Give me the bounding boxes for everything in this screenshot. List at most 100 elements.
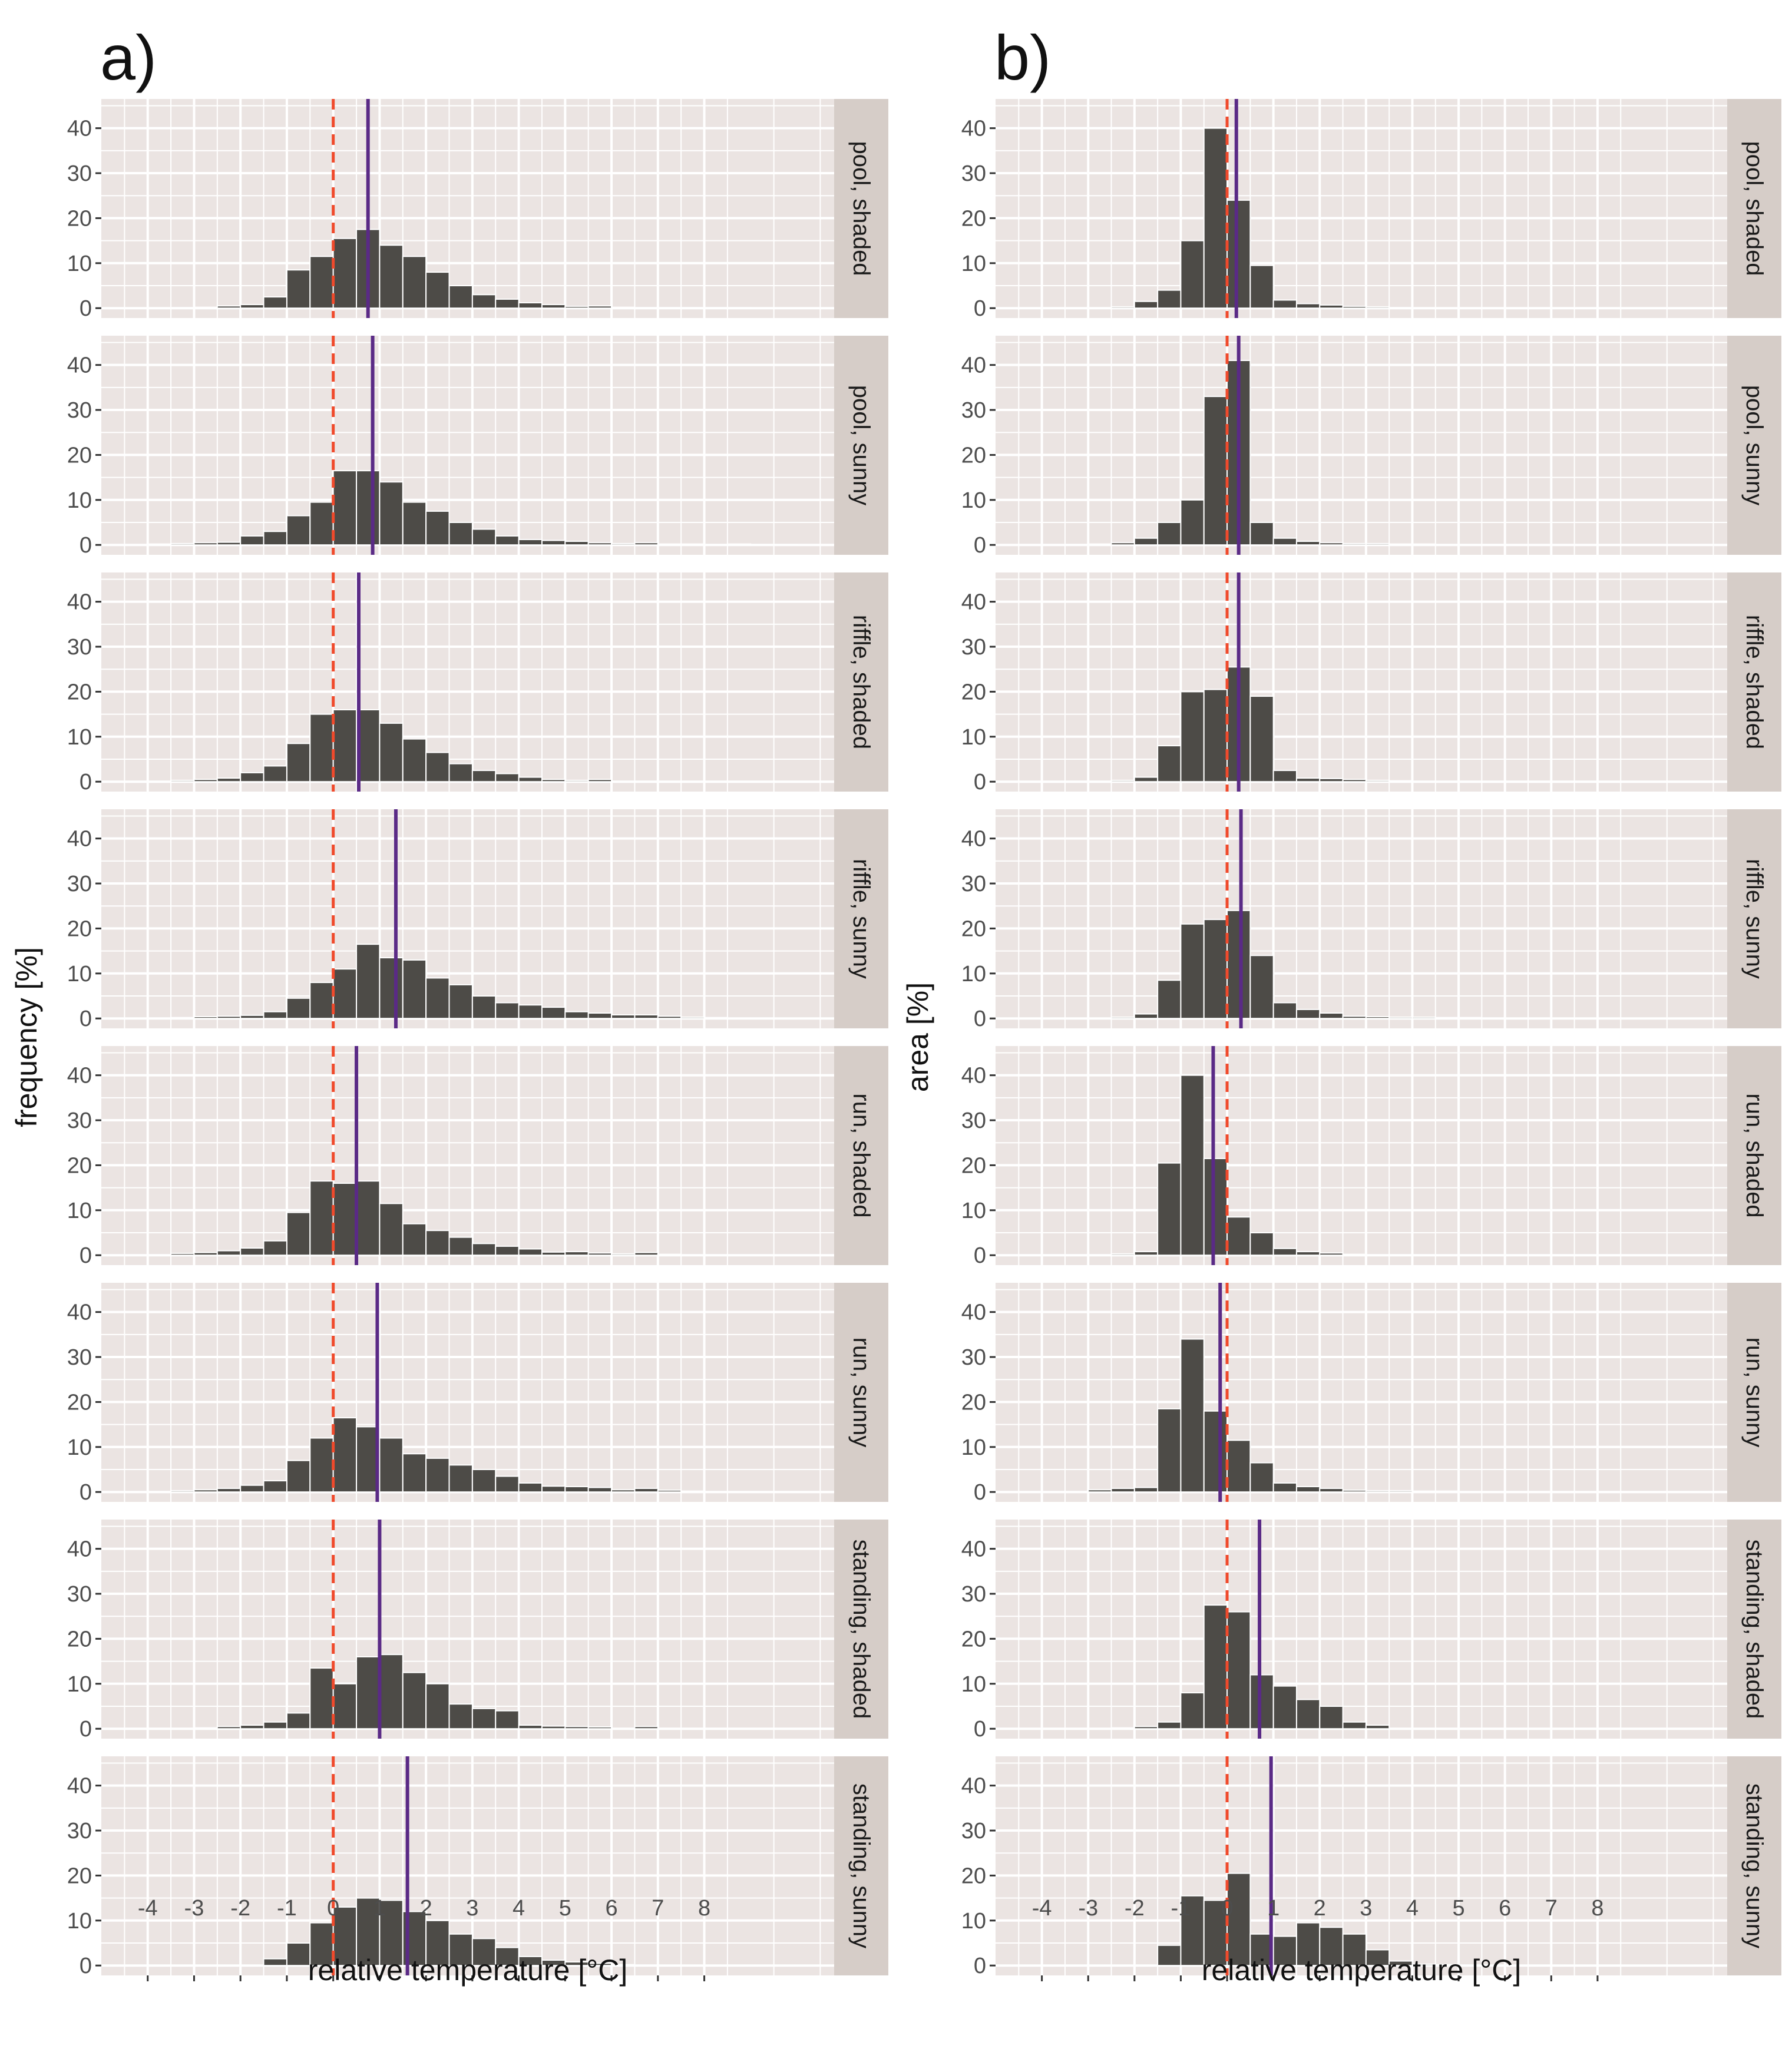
histogram-bar — [147, 1254, 172, 1256]
histogram-bar — [1180, 1692, 1205, 1730]
histogram-bar — [1249, 264, 1274, 309]
y-tick-label: 30 — [961, 1345, 986, 1370]
histogram-bar — [332, 1182, 358, 1256]
y-tick-label: 10 — [67, 251, 92, 276]
x-tick-label: 8 — [698, 1896, 710, 1921]
histogram-bar — [379, 957, 404, 1020]
histogram-bar — [263, 1011, 287, 1020]
histogram-bar — [332, 1906, 358, 1967]
histogram-bar — [356, 1180, 381, 1256]
histogram-bar — [1249, 1462, 1274, 1493]
histogram-bar — [1295, 777, 1321, 783]
y-tick-label: 40 — [961, 1064, 986, 1088]
histogram-bar — [518, 539, 543, 546]
histogram-bar — [495, 1947, 520, 1967]
facet-strip — [834, 99, 888, 318]
histogram-bar — [680, 307, 705, 309]
histogram-bar — [657, 1727, 682, 1730]
histogram-bar — [379, 1899, 404, 1967]
histogram-bar — [1110, 1727, 1135, 1730]
y-tick-label: 0 — [974, 1007, 986, 1031]
histogram-bar — [1295, 1699, 1321, 1730]
histogram-bar — [1458, 1491, 1483, 1493]
histogram-bar — [425, 1919, 450, 1967]
y-tick-label: 10 — [961, 488, 986, 513]
histogram-bar — [1203, 1157, 1228, 1256]
histogram-bar — [1157, 979, 1182, 1020]
histogram-bar — [286, 515, 311, 546]
histogram-bar — [286, 1212, 311, 1256]
facet-strip-label: pool, shaded — [1741, 141, 1767, 276]
histogram-bar — [448, 1464, 473, 1493]
histogram-bar — [1180, 923, 1205, 1020]
histogram-bar — [541, 540, 566, 546]
facet-strip-label: pool, sunny — [848, 385, 874, 506]
facet-panel-background — [996, 572, 1727, 792]
y-tick-label: 20 — [961, 1390, 986, 1415]
histogram-bar — [518, 1248, 543, 1256]
histogram-bar — [564, 779, 589, 783]
histogram-bar — [425, 1230, 450, 1256]
histogram-bar — [657, 780, 682, 783]
histogram-bar — [471, 995, 497, 1020]
histogram-bar — [402, 256, 427, 309]
histogram-bar — [1272, 770, 1297, 783]
histogram-bar — [703, 544, 728, 546]
facet-strip-label: riffle, sunny — [848, 859, 874, 979]
histogram-bar — [471, 1469, 497, 1493]
histogram-bar — [564, 1726, 589, 1730]
histogram-bar — [379, 1437, 404, 1493]
histogram-bar — [1365, 1254, 1390, 1256]
histogram-bar — [1203, 1410, 1228, 1493]
histogram-bar — [471, 528, 497, 546]
histogram-bar — [1133, 776, 1159, 783]
histogram-bar — [263, 1721, 287, 1730]
histogram-bar — [703, 1017, 728, 1020]
histogram-bar — [1133, 1251, 1159, 1256]
y-tick-label: 10 — [67, 1435, 92, 1460]
x-tick-label: -4 — [1032, 1896, 1052, 1921]
histogram-bar — [657, 543, 682, 546]
facet-strip — [834, 1756, 888, 1975]
facet-panel-background — [101, 572, 834, 792]
histogram-bar — [332, 237, 358, 309]
histogram-bar — [1365, 542, 1390, 546]
histogram-bar — [1203, 919, 1228, 1020]
histogram-bar — [263, 1958, 287, 1967]
y-tick-label: 0 — [80, 1007, 92, 1031]
histogram-bar — [1203, 127, 1228, 309]
x-tick-label: 0 — [1221, 1896, 1233, 1921]
histogram-bar — [193, 1727, 218, 1730]
histogram-bar — [703, 307, 728, 309]
histogram-bar — [193, 779, 218, 783]
histogram-bar — [1342, 1015, 1367, 1020]
histogram-bar — [1388, 543, 1413, 546]
histogram-bar — [541, 1725, 566, 1730]
y-tick-label: 30 — [67, 1108, 92, 1133]
histogram-bar — [657, 1253, 682, 1256]
y-tick-label: 40 — [961, 117, 986, 141]
histogram-bar — [1388, 307, 1413, 309]
histogram-bar — [1272, 537, 1297, 546]
histogram-bar — [170, 779, 195, 783]
histogram-bar — [1133, 300, 1159, 309]
histogram-bar — [356, 944, 381, 1020]
histogram-bar — [1365, 779, 1390, 783]
y-tick-label: 30 — [67, 161, 92, 186]
histogram-bar — [1388, 1960, 1413, 1967]
histogram-bar — [1249, 522, 1274, 546]
histogram-bar — [1226, 1872, 1251, 1967]
histogram-bar — [332, 1683, 358, 1730]
facet-strip — [834, 572, 888, 792]
histogram-bar — [471, 1707, 497, 1730]
histogram-bar — [193, 1252, 218, 1256]
y-tick-label: 10 — [961, 251, 986, 276]
histogram-bar — [1342, 306, 1367, 309]
histogram-bar — [657, 1015, 682, 1020]
y-tick-label: 0 — [80, 770, 92, 795]
x-tick-label: -1 — [277, 1896, 297, 1921]
histogram-bar — [216, 777, 242, 783]
x-tick-label: -3 — [184, 1896, 204, 1921]
histogram-bar — [240, 1725, 264, 1730]
